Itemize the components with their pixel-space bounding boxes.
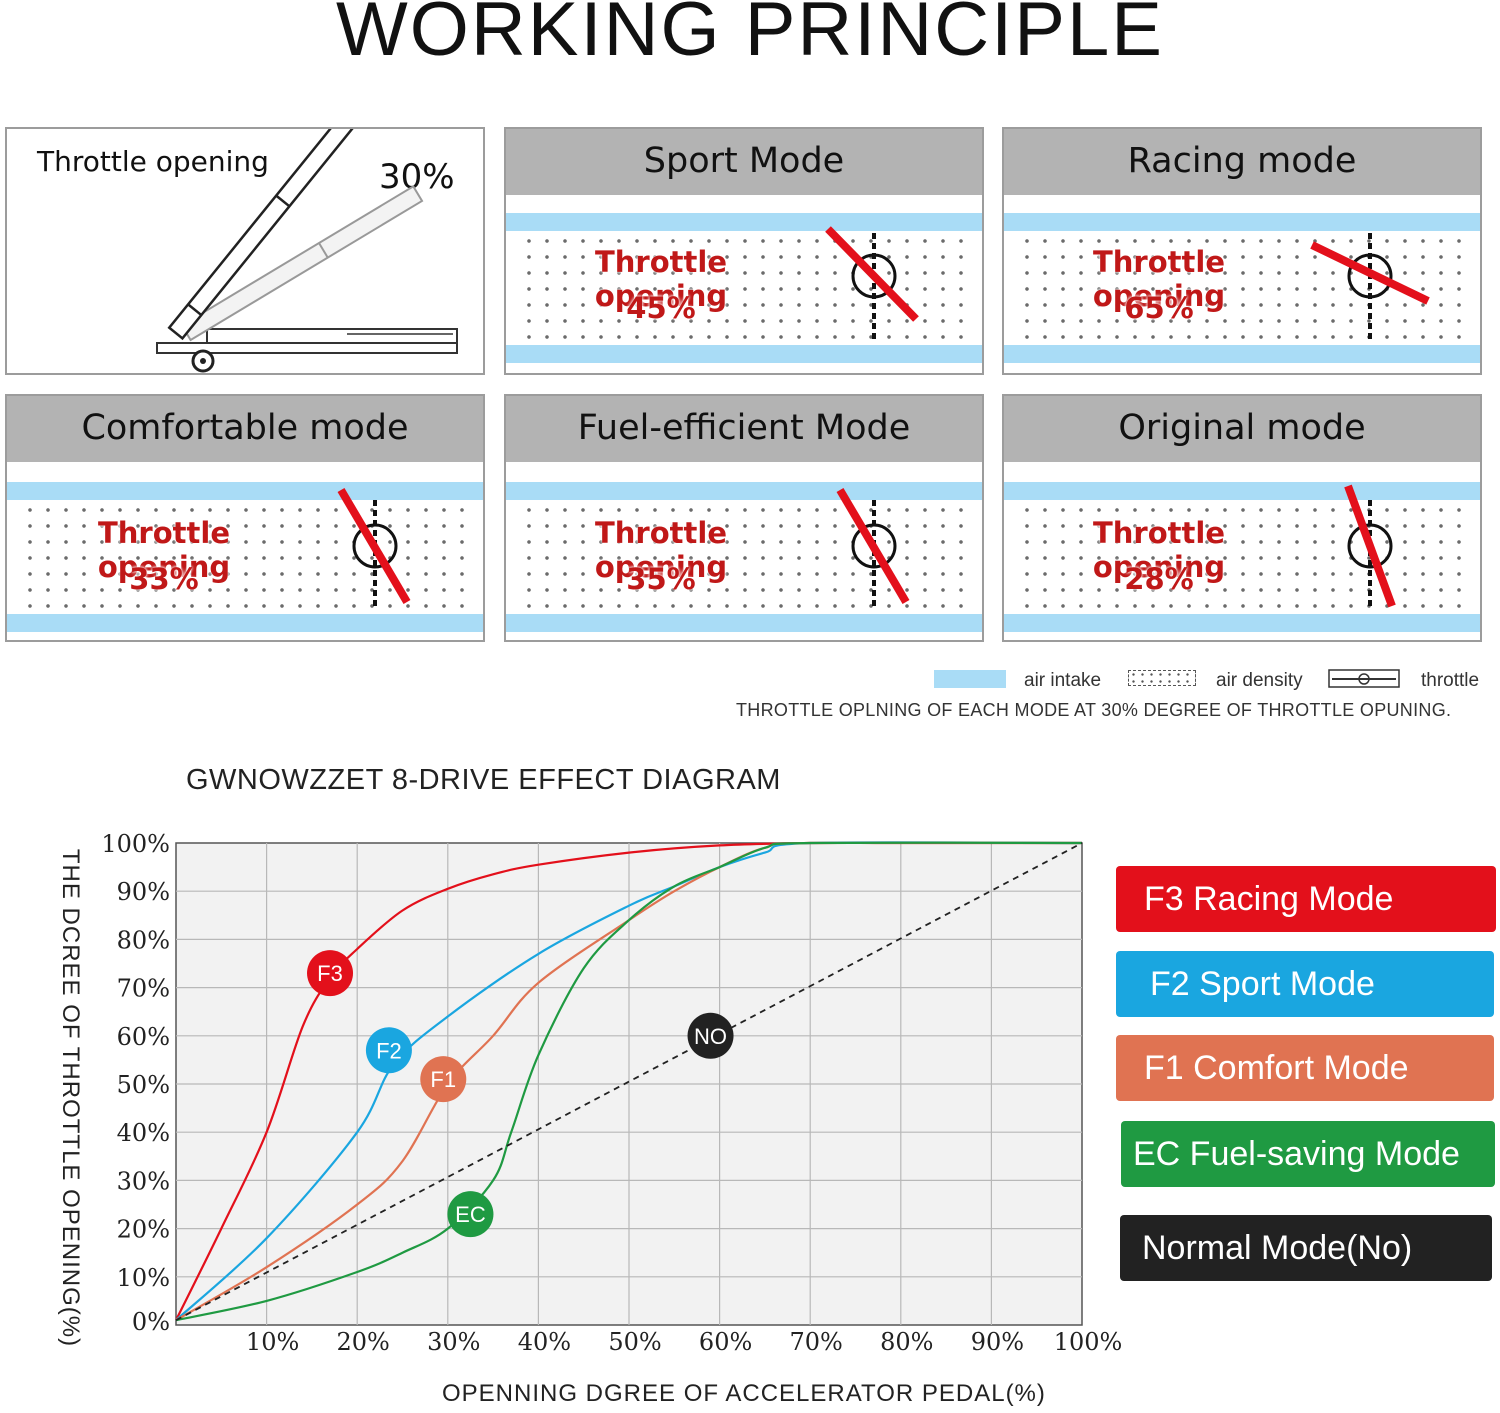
air-intake-band <box>1004 482 1480 500</box>
series-marker-no <box>687 1012 734 1059</box>
throttle-label: Throttle opening <box>1092 516 1226 584</box>
mode-panel-racing: Racing mode Throttle opening 65% <box>1002 127 1482 375</box>
throttle-symbol-icon <box>1328 669 1400 688</box>
mode-panel-sport: Sport Mode Throttle opening 45% <box>504 127 984 375</box>
x-tick-label: 100% <box>1054 1328 1123 1356</box>
x-tick-label: 40% <box>518 1328 571 1356</box>
air-intake-band <box>506 614 982 632</box>
series-marker-f1 <box>420 1056 467 1103</box>
air-density-dots <box>520 502 968 614</box>
mode-box-f3-racing: F3 Racing Mode <box>1116 866 1496 932</box>
series-marker-label: NO <box>694 1024 727 1049</box>
page-title: WORKING PRINCIPLE <box>336 0 1164 72</box>
mode-title: Fuel-efficient Mode <box>506 396 982 462</box>
mode-title: Sport Mode <box>506 129 982 195</box>
y-tick-label: 30% <box>117 1167 170 1195</box>
y-tick-label: 10% <box>117 1264 170 1292</box>
series-marker-label: F1 <box>430 1067 456 1092</box>
y-tick-label: 20% <box>117 1216 170 1244</box>
series-line-f2 <box>175 841 1083 1321</box>
air-intake-band <box>7 482 483 500</box>
chart-title: GWNOWZZET 8-DRIVE EFFECT DIAGRAM <box>186 764 781 796</box>
throttle-percent: 33% <box>129 562 199 596</box>
air-density-dots <box>520 233 968 345</box>
throttle-label: Throttle opening <box>1092 245 1226 313</box>
y-tick-label: 100% <box>101 830 170 858</box>
mode-box-f2-sport: F2 Sport Mode <box>1116 951 1494 1017</box>
air-density-swatch <box>1128 670 1196 686</box>
series-line-ec <box>175 841 1083 1322</box>
mode-box-ec-fuel-saving: EC Fuel-saving Mode <box>1121 1121 1495 1187</box>
y-tick-label: 90% <box>117 878 170 906</box>
x-tick-label: 70% <box>790 1328 843 1356</box>
air-intake-swatch <box>934 670 1006 688</box>
series-marker-label: F3 <box>317 961 343 986</box>
air-intake-band <box>506 213 982 231</box>
mode-title: Comfortable mode <box>7 396 483 462</box>
x-axis-title: OPENNING DGREE OF ACCELERATOR PEDAL(%) <box>442 1380 1046 1407</box>
air-intake-band <box>1004 614 1480 632</box>
air-density-dots <box>21 502 469 614</box>
throttle-valve-icon <box>337 487 411 610</box>
accelerator-pedal-icon <box>156 129 458 373</box>
mode-title: Racing mode <box>1004 129 1480 195</box>
legend-air-intake-label: air intake <box>1024 670 1102 691</box>
throttle-valve-icon <box>836 487 910 610</box>
series-line-no <box>175 842 1083 1321</box>
throttle-valve-icon <box>1310 233 1430 343</box>
y-tick-label: 0% <box>132 1308 170 1336</box>
y-tick-label: 40% <box>117 1119 170 1147</box>
throttle-opening-illustration: Throttle opening 30% <box>5 127 485 375</box>
x-tick-label: 20% <box>337 1328 390 1356</box>
intro-label: Throttle opening <box>37 145 269 178</box>
x-tick-label: 90% <box>971 1328 1024 1356</box>
series-marker-f2 <box>365 1027 412 1074</box>
throttle-percent: 35% <box>626 562 696 596</box>
throttle-label: Throttle opening <box>594 516 728 584</box>
series-marker-ec <box>447 1191 494 1238</box>
throttle-valve-icon <box>1344 484 1396 610</box>
air-density-dots <box>1018 233 1466 345</box>
air-intake-band <box>1004 213 1480 231</box>
mode-panel-fuel-efficient: Fuel-efficient Mode Throttle opening 35% <box>504 394 984 642</box>
throttle-percent: 65% <box>1124 291 1194 325</box>
x-tick-label: 30% <box>427 1328 480 1356</box>
y-tick-label: 60% <box>117 1023 170 1051</box>
mode-title: Original mode <box>1004 396 1480 462</box>
air-intake-band <box>7 614 483 632</box>
x-tick-label: 60% <box>699 1328 752 1356</box>
throttle-percent: 28% <box>1124 562 1194 596</box>
y-tick-label: 50% <box>117 1071 170 1099</box>
caption: THROTTLE OPLNING OF EACH MODE AT 30% DEG… <box>736 700 1452 720</box>
x-tick-label: 80% <box>880 1328 933 1356</box>
legend: air intake air density throttle <box>930 668 1490 694</box>
x-tick-label: 50% <box>608 1328 661 1356</box>
x-tick-label: 10% <box>246 1328 299 1356</box>
series-marker-label: F2 <box>376 1038 402 1063</box>
throttle-valve-icon <box>825 226 919 343</box>
air-intake-band <box>1004 345 1480 363</box>
legend-throttle-label: throttle <box>1421 670 1480 691</box>
legend-air-density-label: air density <box>1216 670 1303 691</box>
air-intake-band <box>506 345 982 363</box>
mode-panel-original: Original mode Throttle opening 28% <box>1002 394 1482 642</box>
series-marker-label: EC <box>455 1202 486 1227</box>
throttle-percent: 45% <box>626 291 696 325</box>
series-marker-f3 <box>307 950 354 997</box>
throttle-label: Throttle opening <box>97 516 231 584</box>
mode-box-normal: Normal Mode(No) <box>1120 1215 1492 1281</box>
mode-panel-comfortable: Comfortable mode Throttle opening 33% <box>5 394 485 642</box>
throttle-response-chart: 0% 10% 20% 30% 40% 50% 60% 70% 80% 90% 100% 10% 20% 3… <box>101 830 1122 1356</box>
y-tick-label: 80% <box>117 926 170 954</box>
air-intake-band <box>506 482 982 500</box>
y-tick-label: 70% <box>117 975 170 1003</box>
mode-box-f1-comfort: F1 Comfort Mode <box>1116 1035 1494 1101</box>
throttle-label: Throttle opening <box>594 245 728 313</box>
